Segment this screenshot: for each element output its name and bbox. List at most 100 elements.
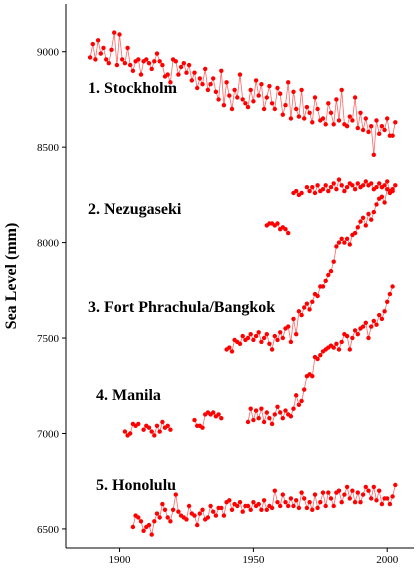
series-1-stockholm-segment bbox=[137, 59, 142, 75]
series-4-manila-point bbox=[160, 419, 165, 425]
series-5-honolulu-point bbox=[312, 492, 318, 497]
series-1-stockholm-segment bbox=[255, 80, 260, 96]
series-5-honolulu-point bbox=[328, 496, 334, 501]
series-4-manila-point bbox=[355, 332, 360, 337]
series-5-honolulu-point bbox=[355, 490, 360, 495]
series-1-stockholm-point bbox=[331, 122, 336, 127]
series-1-stockholm-segment bbox=[373, 120, 377, 155]
series-1-stockholm-segment bbox=[108, 49, 112, 64]
series-4-manila-segment bbox=[303, 376, 308, 390]
series-2-nezugaseki-point bbox=[342, 188, 347, 194]
y-axis-title: Sea Level (mm) bbox=[3, 223, 20, 330]
series-2-nezugaseki-point bbox=[363, 179, 368, 184]
series-2-nezugaseki-point bbox=[350, 183, 355, 188]
series-1-stockholm-point bbox=[213, 89, 219, 95]
series-1-stockholm-segment bbox=[336, 99, 340, 121]
x-tick-label: 1900 bbox=[109, 554, 132, 565]
series-1-stockholm-segment bbox=[116, 34, 120, 66]
series-1-stockholm-point bbox=[291, 89, 296, 95]
series-5-honolulu-point bbox=[162, 507, 168, 512]
series-5-honolulu-point bbox=[192, 513, 197, 518]
series-4-manila-point bbox=[288, 414, 294, 419]
series-3-fort-phrachula-bangkok-point bbox=[304, 301, 310, 306]
series-4-manila-point bbox=[379, 316, 385, 322]
series-3-fort-phrachula-bangkok-point bbox=[256, 330, 261, 335]
series-1-stockholm-point bbox=[184, 70, 189, 75]
y-tick-label: 7000 bbox=[37, 428, 60, 440]
series-4-manila-point bbox=[267, 416, 272, 421]
series-4-manila-point bbox=[302, 387, 307, 392]
series-4-manila-point bbox=[331, 345, 336, 350]
series-2-nezugaseki-point bbox=[369, 181, 374, 186]
series-3-fort-phrachula-bangkok-point bbox=[315, 293, 320, 299]
series-1-stockholm-point bbox=[360, 127, 366, 133]
series-4-manila-point bbox=[245, 419, 251, 425]
series-1-stockholm-point bbox=[216, 97, 221, 102]
series-1-stockholm-point bbox=[146, 61, 152, 66]
series-1-stockholm-point bbox=[336, 118, 342, 123]
series-5-honolulu-point bbox=[369, 496, 374, 501]
series-5-honolulu-point bbox=[352, 500, 358, 505]
series-5-honolulu-point bbox=[205, 515, 211, 520]
series-1-stockholm-point bbox=[352, 95, 358, 100]
series-2-nezugaseki-point bbox=[331, 181, 336, 186]
series-5-honolulu-point bbox=[347, 496, 352, 501]
series-3-fort-phrachula-bangkok-point bbox=[366, 211, 371, 217]
series-4-manila-segment bbox=[311, 357, 316, 377]
series-3-fort-phrachula-bangkok-point bbox=[299, 312, 304, 318]
series-1-stockholm-segment bbox=[392, 122, 396, 136]
series-1-stockholm-point bbox=[138, 72, 144, 77]
series-5-honolulu-point bbox=[235, 503, 240, 509]
y-tick-label: 8500 bbox=[37, 142, 60, 154]
series-5-honolulu-segment bbox=[314, 494, 318, 508]
series-1-stockholm-point bbox=[382, 127, 387, 133]
series-2-nezugaseki-point bbox=[344, 185, 350, 190]
series-5-honolulu-point bbox=[200, 507, 205, 512]
series-3-fort-phrachula-bangkok-point bbox=[331, 259, 336, 264]
series-3-fort-phrachula-bangkok-point bbox=[286, 324, 291, 329]
series-3-fort-phrachula-bangkok-point bbox=[320, 284, 326, 289]
series-5-honolulu-point bbox=[339, 500, 344, 505]
series-1-stockholm-point bbox=[157, 59, 162, 64]
series-1-stockholm-point bbox=[251, 99, 256, 104]
series-1-stockholm-point bbox=[369, 124, 374, 129]
series-5-honolulu-segment bbox=[311, 494, 316, 510]
series-1-stockholm-segment bbox=[170, 59, 174, 83]
series-1-stockholm-point bbox=[339, 87, 344, 93]
series-1-stockholm-point bbox=[160, 62, 165, 68]
series-5-honolulu-segment bbox=[378, 490, 383, 505]
series-1-stockholm-segment bbox=[386, 118, 391, 136]
series-1-stockholm-point bbox=[195, 85, 200, 91]
series-1-stockholm-point bbox=[154, 51, 160, 56]
series-4-manila-point bbox=[261, 419, 267, 425]
series-1-stockholm-point bbox=[294, 106, 299, 112]
series-label-4-manila: 4. Manila bbox=[96, 387, 161, 404]
series-1-stockholm-point bbox=[178, 64, 184, 70]
series-4-manila-point bbox=[253, 408, 259, 413]
series-3-fort-phrachula-bangkok-point bbox=[280, 335, 285, 341]
series-5-honolulu-point bbox=[358, 500, 363, 505]
series-5-honolulu-point bbox=[288, 496, 294, 501]
series-5-honolulu-point bbox=[211, 509, 216, 514]
series-5-honolulu-point bbox=[176, 509, 181, 514]
series-1-stockholm-point bbox=[192, 70, 197, 75]
series-1-stockholm-point bbox=[379, 124, 385, 129]
series-1-stockholm-segment bbox=[92, 44, 96, 60]
series-layer bbox=[87, 30, 398, 537]
series-3-fort-phrachula-bangkok-segment bbox=[271, 336, 276, 350]
series-2-nezugaseki-point bbox=[326, 188, 331, 194]
series-5-honolulu-point bbox=[278, 503, 283, 509]
series-1-stockholm-point bbox=[264, 95, 269, 100]
series-1-stockholm-point bbox=[176, 72, 181, 77]
series-4-manila-point bbox=[334, 341, 339, 346]
series-1-stockholm-point bbox=[323, 122, 328, 127]
series-1-stockholm-segment bbox=[220, 70, 225, 106]
series-1-stockholm-segment bbox=[279, 93, 284, 115]
series-5-honolulu-segment bbox=[322, 492, 327, 507]
series-5-honolulu-point bbox=[221, 513, 227, 518]
series-1-stockholm-point bbox=[200, 82, 205, 87]
series-5-honolulu-point bbox=[184, 517, 189, 522]
series-1-stockholm-point bbox=[304, 104, 310, 110]
series-1-stockholm-segment bbox=[269, 86, 273, 104]
series-1-stockholm-point bbox=[256, 93, 261, 98]
